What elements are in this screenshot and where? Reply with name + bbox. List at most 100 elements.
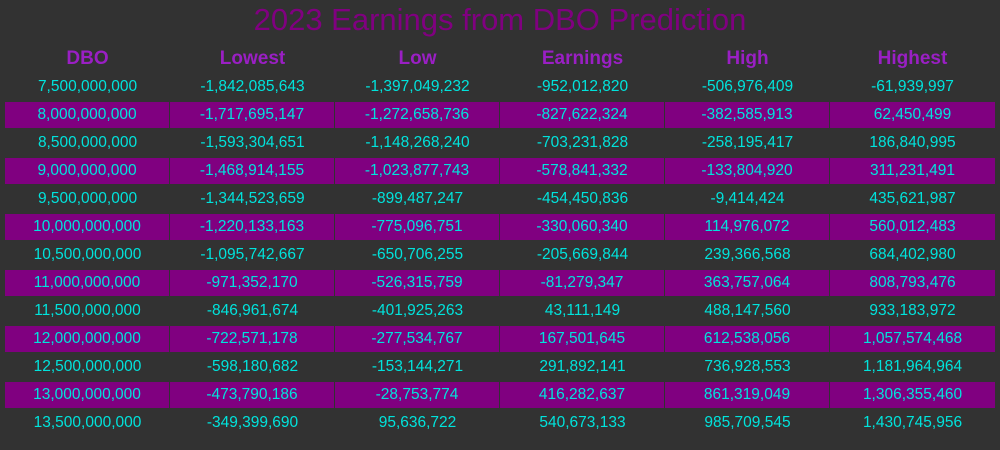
- cell-highest: 1,057,574,468: [830, 326, 995, 352]
- cell-earnings: 540,673,133: [539, 414, 626, 431]
- cell-high: -133,804,920: [665, 158, 830, 184]
- cell-low: 95,636,722: [378, 414, 457, 431]
- cell-earnings: -205,669,844: [536, 246, 629, 263]
- cell-dbo: 8,500,000,000: [37, 134, 138, 151]
- cell-high: 985,709,545: [704, 414, 791, 431]
- cell-high: 114,976,072: [665, 214, 830, 240]
- cell-earnings: -330,060,340: [500, 214, 665, 240]
- cell-low: -1,397,049,232: [365, 78, 470, 95]
- cell-earnings: -81,279,347: [500, 270, 665, 296]
- table-row: 9,500,000,000 -1,344,523,659 -899,487,247 -…: [5, 186, 995, 212]
- cell-lowest: -846,961,674: [206, 302, 299, 319]
- table-row: 10,500,000,000 -1,095,742,667 -650,706,255…: [5, 242, 995, 268]
- table-body: 7,500,000,000 -1,842,085,643 -1,397,049,23…: [5, 74, 995, 436]
- cell-dbo: 7,500,000,000: [37, 78, 138, 95]
- cell-highest: 560,012,483: [830, 214, 995, 240]
- cell-highest: 933,183,972: [869, 302, 956, 319]
- column-header-high: High: [726, 48, 769, 69]
- cell-dbo: 10,000,000,000: [5, 214, 170, 240]
- cell-high: 239,366,568: [704, 246, 791, 263]
- cell-low: -650,706,255: [371, 246, 464, 263]
- cell-highest: -61,939,997: [871, 78, 954, 95]
- cell-dbo: 12,000,000,000: [5, 326, 170, 352]
- cell-low: -526,315,759: [335, 270, 500, 296]
- cell-highest: 62,450,499: [830, 102, 995, 128]
- cell-earnings: -827,622,324: [500, 102, 665, 128]
- cell-highest: 684,402,980: [869, 246, 956, 263]
- cell-dbo: 13,500,000,000: [33, 414, 142, 431]
- table-row: 11,500,000,000 -846,961,674 -401,925,263 43…: [5, 298, 995, 324]
- column-header-highest: Highest: [877, 48, 948, 69]
- cell-highest: 1,181,964,964: [862, 358, 963, 375]
- table-row: 12,500,000,000 -598,180,682 -153,144,271 29…: [5, 354, 995, 380]
- cell-low: -401,925,263: [371, 302, 464, 319]
- column-header-earnings: Earnings: [541, 48, 624, 69]
- column-header-dbo: DBO: [66, 48, 109, 69]
- cell-low: -277,534,767: [335, 326, 500, 352]
- cell-dbo: 13,000,000,000: [5, 382, 170, 408]
- cell-dbo: 11,500,000,000: [34, 302, 141, 319]
- cell-lowest: -1,842,085,643: [200, 78, 305, 95]
- cell-highest: 808,793,476: [830, 270, 995, 296]
- cell-lowest: -1,468,914,155: [170, 158, 335, 184]
- cell-earnings: -952,012,820: [536, 78, 629, 95]
- cell-lowest: -1,593,304,651: [200, 134, 305, 151]
- cell-earnings: 167,501,645: [500, 326, 665, 352]
- table-row: 12,000,000,000 -722,571,178 -277,534,767 16…: [5, 326, 995, 352]
- cell-high: -9,414,424: [710, 190, 785, 207]
- cell-low: -1,023,877,743: [335, 158, 500, 184]
- cell-lowest: -1,717,695,147: [170, 102, 335, 128]
- table-row: 10,000,000,000 -1,220,133,163 -775,096,751…: [5, 214, 995, 240]
- cell-dbo: 11,000,000,000: [5, 270, 170, 296]
- cell-earnings: 416,282,637: [500, 382, 665, 408]
- cell-high: 488,147,560: [704, 302, 791, 319]
- cell-highest: 186,840,995: [869, 134, 956, 151]
- column-header-low: Low: [398, 48, 437, 69]
- cell-lowest: -971,352,170: [170, 270, 335, 296]
- cell-dbo: 9,000,000,000: [5, 158, 170, 184]
- cell-earnings: -454,450,836: [536, 190, 629, 207]
- table-row: 13,500,000,000 -349,399,690 95,636,722 540,…: [5, 410, 995, 436]
- cell-lowest: -1,344,523,659: [200, 190, 305, 207]
- cell-high: -382,585,913: [665, 102, 830, 128]
- table-row: 9,000,000,000 -1,468,914,155 -1,023,877,74…: [5, 158, 995, 184]
- chart-title: 2023 Earnings from DBO Prediction: [253, 2, 747, 37]
- cell-dbo: 10,500,000,000: [33, 246, 142, 263]
- cell-highest: 1,430,745,956: [862, 414, 963, 431]
- cell-lowest: -473,790,186: [170, 382, 335, 408]
- cell-highest: 435,621,987: [869, 190, 956, 207]
- header-row: DBO Lowest Low Earnings High Highest: [5, 46, 995, 72]
- cell-dbo: 8,000,000,000: [5, 102, 170, 128]
- cell-lowest: -1,095,742,667: [200, 246, 305, 263]
- table-row: 8,500,000,000 -1,593,304,651 -1,148,268,24…: [5, 130, 995, 156]
- cell-high: -258,195,417: [701, 134, 794, 151]
- cell-earnings: -703,231,828: [536, 134, 629, 151]
- table-row: 13,000,000,000 -473,790,186 -28,753,774 416…: [5, 382, 995, 408]
- cell-high: -506,976,409: [701, 78, 794, 95]
- cell-highest: 1,306,355,460: [830, 382, 995, 408]
- column-header-lowest: Lowest: [219, 48, 286, 69]
- table-row: 11,000,000,000 -971,352,170 -526,315,759 -8…: [5, 270, 995, 296]
- cell-low: -1,272,658,736: [335, 102, 500, 128]
- cell-highest: 311,231,491: [830, 158, 995, 184]
- cell-low: -153,144,271: [371, 358, 464, 375]
- cell-high: 861,319,049: [665, 382, 830, 408]
- cell-lowest: -722,571,178: [170, 326, 335, 352]
- cell-lowest: -1,220,133,163: [170, 214, 335, 240]
- cell-earnings: -578,841,332: [500, 158, 665, 184]
- cell-low: -775,096,751: [335, 214, 500, 240]
- cell-high: 736,928,553: [704, 358, 791, 375]
- cell-dbo: 9,500,000,000: [37, 190, 138, 207]
- cell-high: 363,757,064: [665, 270, 830, 296]
- cell-lowest: -598,180,682: [206, 358, 299, 375]
- table-row: 8,000,000,000 -1,717,695,147 -1,272,658,73…: [5, 102, 995, 128]
- cell-low: -1,148,268,240: [365, 134, 470, 151]
- cell-high: 612,538,056: [665, 326, 830, 352]
- cell-dbo: 12,500,000,000: [33, 358, 142, 375]
- table-row: 7,500,000,000 -1,842,085,643 -1,397,049,23…: [5, 74, 995, 100]
- cell-earnings: 291,892,141: [539, 358, 626, 375]
- cell-earnings: 43,111,149: [544, 302, 621, 319]
- cell-lowest: -349,399,690: [206, 414, 299, 431]
- cell-low: -899,487,247: [371, 190, 464, 207]
- cell-low: -28,753,774: [335, 382, 500, 408]
